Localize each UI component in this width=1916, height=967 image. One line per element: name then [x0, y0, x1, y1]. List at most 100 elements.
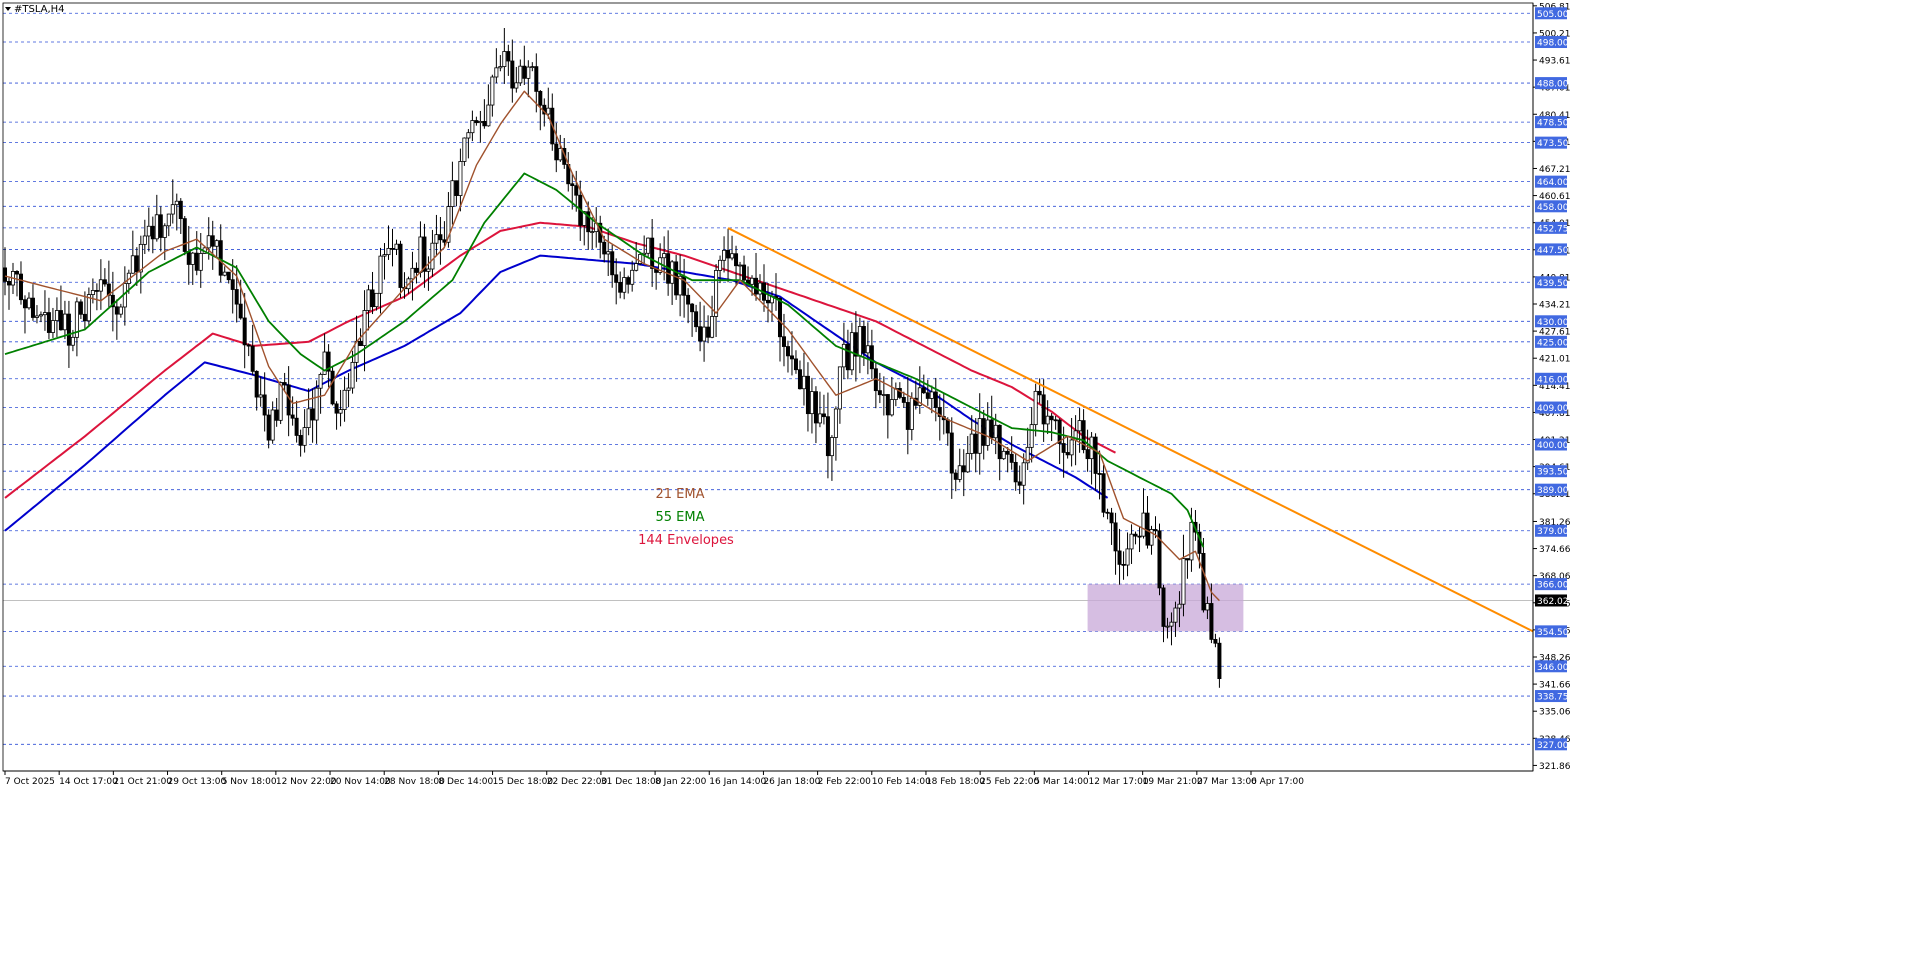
candle[interactable] [710, 295, 715, 339]
candle[interactable] [282, 372, 287, 392]
candle[interactable] [306, 388, 311, 436]
candle[interactable] [430, 229, 435, 277]
candle[interactable] [1205, 596, 1210, 620]
candle[interactable] [350, 350, 355, 394]
candle[interactable] [586, 201, 591, 250]
candle[interactable] [694, 304, 699, 333]
candle[interactable] [949, 417, 954, 499]
candle[interactable] [921, 374, 926, 395]
candle[interactable] [62, 300, 67, 340]
candle[interactable] [977, 393, 982, 475]
candle[interactable] [434, 214, 439, 257]
candle[interactable] [390, 228, 395, 267]
candle[interactable] [14, 270, 19, 297]
candle[interactable] [797, 360, 802, 390]
candle[interactable] [1149, 525, 1154, 555]
candle[interactable] [22, 295, 27, 334]
level-price-tag[interactable]: 439.50 [1535, 276, 1569, 289]
candle[interactable] [937, 394, 942, 441]
candle[interactable] [678, 254, 683, 317]
level-price-tag[interactable]: 505.00 [1535, 7, 1569, 20]
candle[interactable] [178, 198, 183, 234]
candle[interactable] [250, 324, 255, 376]
level-price-tag[interactable]: 430.00 [1535, 315, 1569, 328]
candle[interactable] [378, 247, 383, 314]
candle[interactable] [346, 373, 351, 408]
candle[interactable] [766, 283, 771, 323]
candle[interactable] [1213, 633, 1218, 648]
candle[interactable] [1025, 427, 1030, 471]
candle[interactable] [18, 261, 23, 305]
candle[interactable] [438, 216, 443, 265]
candle[interactable] [154, 194, 159, 242]
candle[interactable] [158, 206, 163, 252]
level-price-tag[interactable]: 338.75 [1535, 690, 1569, 703]
candle[interactable] [294, 400, 299, 443]
candle[interactable] [326, 344, 331, 388]
level-price-tag[interactable]: 488.00 [1535, 77, 1569, 90]
candle[interactable] [478, 110, 483, 143]
candle[interactable] [322, 333, 327, 375]
candle[interactable] [1033, 383, 1038, 437]
candle[interactable] [634, 241, 639, 272]
candle[interactable] [973, 418, 978, 473]
candle[interactable] [690, 302, 695, 337]
level-price-tag[interactable]: 393.50 [1535, 465, 1569, 478]
candle[interactable] [42, 290, 47, 331]
candle[interactable] [1081, 409, 1086, 454]
candle[interactable] [170, 179, 175, 224]
candle[interactable] [330, 366, 335, 406]
candle[interactable] [258, 376, 263, 407]
candle[interactable] [190, 251, 195, 285]
candle[interactable] [785, 340, 790, 373]
candle[interactable] [1133, 531, 1138, 545]
candle[interactable] [290, 396, 295, 426]
candle[interactable] [1053, 415, 1058, 430]
candle[interactable] [374, 292, 379, 311]
candle[interactable] [961, 449, 966, 497]
level-price-tag[interactable]: 416.00 [1535, 372, 1569, 386]
candle[interactable] [474, 116, 479, 126]
candle[interactable] [226, 271, 231, 284]
candle[interactable] [554, 122, 559, 173]
candle[interactable] [86, 287, 91, 327]
candle[interactable] [953, 469, 958, 492]
candle[interactable] [422, 223, 427, 288]
candle[interactable] [777, 297, 782, 362]
candle[interactable] [450, 161, 455, 225]
candle[interactable] [610, 244, 615, 288]
candle[interactable] [1165, 617, 1170, 639]
level-price-tag[interactable]: 389.00 [1535, 483, 1569, 497]
candle[interactable] [837, 366, 842, 424]
level-price-tag[interactable]: 452.75 [1535, 221, 1569, 235]
candle[interactable] [1117, 528, 1122, 585]
candle[interactable] [638, 253, 643, 266]
candle[interactable] [738, 261, 743, 282]
candle[interactable] [901, 391, 906, 408]
level-price-tag[interactable]: 458.00 [1535, 200, 1569, 213]
envelope-upper-line[interactable] [4, 221, 1116, 499]
candle[interactable] [110, 271, 115, 332]
candle[interactable] [853, 311, 858, 382]
candle[interactable] [1021, 453, 1026, 505]
candle[interactable] [781, 313, 786, 367]
candle[interactable] [338, 389, 343, 427]
candle[interactable] [546, 87, 551, 119]
candle[interactable] [730, 235, 735, 261]
candle[interactable] [877, 372, 882, 404]
level-price-tag[interactable]: 425.00 [1535, 335, 1569, 349]
candle[interactable] [817, 391, 822, 428]
candle[interactable] [1097, 450, 1102, 500]
candle[interactable] [602, 235, 607, 263]
candle[interactable] [889, 376, 894, 417]
candle[interactable] [498, 55, 503, 72]
level-price-tag[interactable]: 447.50 [1535, 243, 1569, 256]
candle[interactable] [833, 406, 838, 461]
candle[interactable] [522, 45, 527, 85]
candle[interactable] [38, 311, 43, 323]
candle[interactable] [266, 409, 271, 449]
candle[interactable] [1141, 488, 1146, 539]
candle[interactable] [1125, 532, 1130, 577]
candle[interactable] [734, 245, 739, 285]
